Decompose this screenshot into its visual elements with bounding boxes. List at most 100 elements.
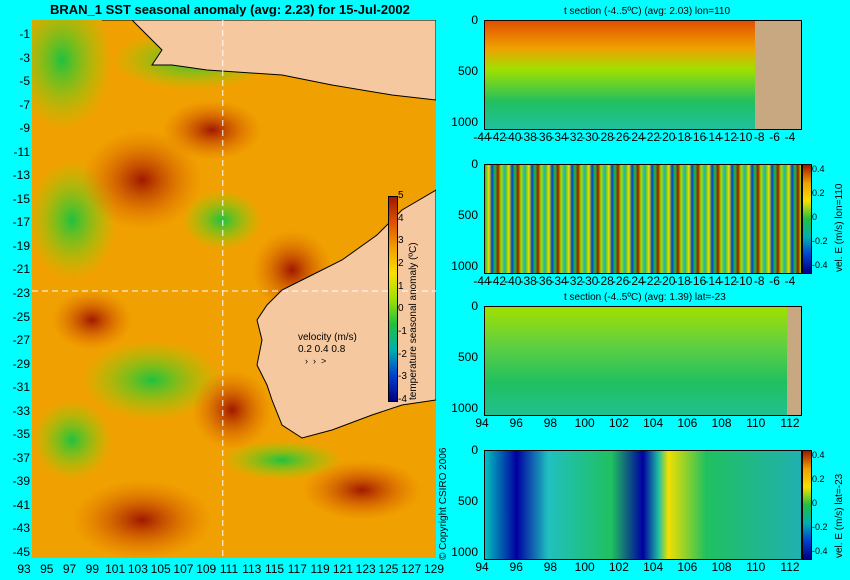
map-colorbar-tick: 3 (398, 235, 404, 247)
y-tick-label: 500 (457, 208, 478, 222)
lon-tick-label: 117 (287, 562, 307, 576)
x-tick-label: -36 (534, 130, 553, 144)
map-colorbar-tick: -4 (398, 394, 407, 405)
x-tick-label: -18 (673, 274, 691, 288)
panel-colorbar-tick: 0.4 (812, 450, 825, 460)
x-tick-label: -4 (784, 274, 796, 288)
x-tick-label: 106 (677, 560, 698, 574)
x-tick-label: -12 (719, 130, 738, 144)
x-tick-label: 94 (475, 416, 489, 430)
y-tick-label: 0 (471, 13, 478, 27)
cool-anomaly (32, 400, 112, 480)
lon-tick-label: 109 (196, 562, 217, 576)
y-tick-label: 0 (471, 443, 478, 457)
map-colorbar-tick: 4 (398, 212, 404, 224)
x-tick-label: -16 (688, 130, 707, 144)
hot-anomaly (302, 460, 422, 520)
panel-colorbar (802, 164, 812, 274)
lat-tick-label: -5 (19, 74, 30, 89)
x-tick-label: 104 (643, 416, 664, 430)
x-tick-label: -44 (473, 274, 491, 288)
map-colorbar-tick: 2 (398, 258, 404, 269)
y-tick-label: 500 (457, 350, 478, 364)
x-tick-label: 106 (677, 416, 698, 430)
lat-tick-label: -37 (12, 450, 30, 465)
lon-tick-label: 119 (310, 562, 330, 576)
lat-tick-label: -43 (12, 521, 30, 536)
x-tick-label: -26 (611, 130, 630, 144)
x-tick-label: -16 (688, 274, 707, 288)
panel-colorbar-tick: -0.4 (812, 546, 828, 556)
lat-tick-label: -35 (12, 427, 30, 442)
hot-anomaly (52, 290, 132, 350)
x-tick-label: 94 (475, 560, 489, 574)
panel-colorbar-tick: 0.2 (812, 474, 825, 484)
x-tick-label: -12 (719, 274, 738, 288)
section-plot (484, 164, 802, 274)
x-tick-label: -40 (504, 274, 522, 288)
map-colorbar-tick: -3 (398, 371, 407, 383)
x-tick-label: -14 (704, 130, 722, 144)
y-tick-label: 0 (471, 157, 478, 171)
panel-title: t section (-4..5ºC) (avg: 1.39) lat=-23 (564, 292, 726, 303)
lon-tick-label: 121 (332, 562, 353, 576)
lat-tick-label: -29 (12, 356, 30, 371)
map-title: BRAN_1 SST seasonal anomaly (avg: 2.23) … (50, 2, 410, 17)
lon-tick-label: 123 (355, 562, 376, 576)
lat-tick-label: -17 (12, 215, 30, 230)
map-colorbar-tick: 1 (398, 280, 404, 292)
map-colorbar-tick: 0 (398, 303, 404, 315)
y-tick-label: 500 (457, 494, 478, 508)
lat-tick-label: -3 (19, 50, 30, 65)
x-tick-label: -26 (611, 274, 630, 288)
x-tick-label: -14 (704, 274, 722, 288)
lon-tick-label: 129 (423, 562, 445, 576)
lat-tick-label: -21 (12, 262, 30, 277)
x-tick-label: -22 (642, 274, 661, 288)
y-tick-label: 1000 (451, 545, 478, 559)
lon-tick-label: 127 (401, 562, 422, 576)
section-plot (484, 306, 802, 416)
lon-tick-label: 95 (40, 562, 54, 576)
lon-tick-label: 107 (173, 562, 194, 576)
lat-tick-label: -25 (12, 309, 30, 324)
x-tick-label: 108 (711, 416, 732, 430)
x-tick-label: -22 (642, 130, 661, 144)
lat-tick-label: -45 (12, 545, 30, 559)
cool-anomaly (82, 340, 222, 420)
x-tick-label: -30 (581, 274, 599, 288)
panel-colorbar-tick: 0 (812, 212, 818, 222)
lon-tick-label: 97 (62, 562, 77, 576)
lat-tick-label: -15 (12, 191, 30, 206)
panel-colorbar-tick: 0 (812, 498, 818, 508)
panel-colorbar-tick: -0.4 (812, 260, 828, 270)
panel-colorbar-tick: -0.2 (812, 236, 828, 246)
land-block (787, 307, 801, 415)
velocity-title: velocity (m/s) (298, 332, 357, 343)
x-tick-label: 112 (780, 560, 800, 574)
lat-tick-label: -13 (12, 168, 30, 183)
x-tick-label: -42 (488, 130, 507, 144)
x-tick-label: -44 (473, 130, 491, 144)
x-tick-label: 102 (608, 416, 629, 430)
x-tick-label: 110 (746, 560, 766, 574)
lat-tick-label: -41 (12, 497, 30, 512)
hot-anomaly (162, 100, 262, 160)
hot-anomaly (72, 480, 212, 560)
x-tick-label: -20 (658, 274, 676, 288)
velocity-scale: 0.2 0.4 0.8 (298, 344, 346, 355)
x-tick-label: 98 (543, 416, 558, 430)
x-tick-label: 100 (574, 416, 595, 430)
lon-tick-label: 113 (242, 562, 262, 576)
x-tick-label: -38 (519, 130, 537, 144)
cool-anomaly (182, 190, 262, 250)
lon-tick-label: 115 (264, 562, 285, 576)
x-tick-label: -42 (488, 274, 507, 288)
x-tick-label: -6 (769, 274, 780, 288)
hot-anomaly (192, 370, 272, 450)
map-colorbar-tick: -1 (398, 326, 407, 337)
x-tick-label: -24 (627, 274, 645, 288)
lon-tick-label: 99 (85, 562, 99, 576)
x-tick-label: -8 (753, 274, 765, 288)
hot-anomaly (82, 130, 202, 230)
